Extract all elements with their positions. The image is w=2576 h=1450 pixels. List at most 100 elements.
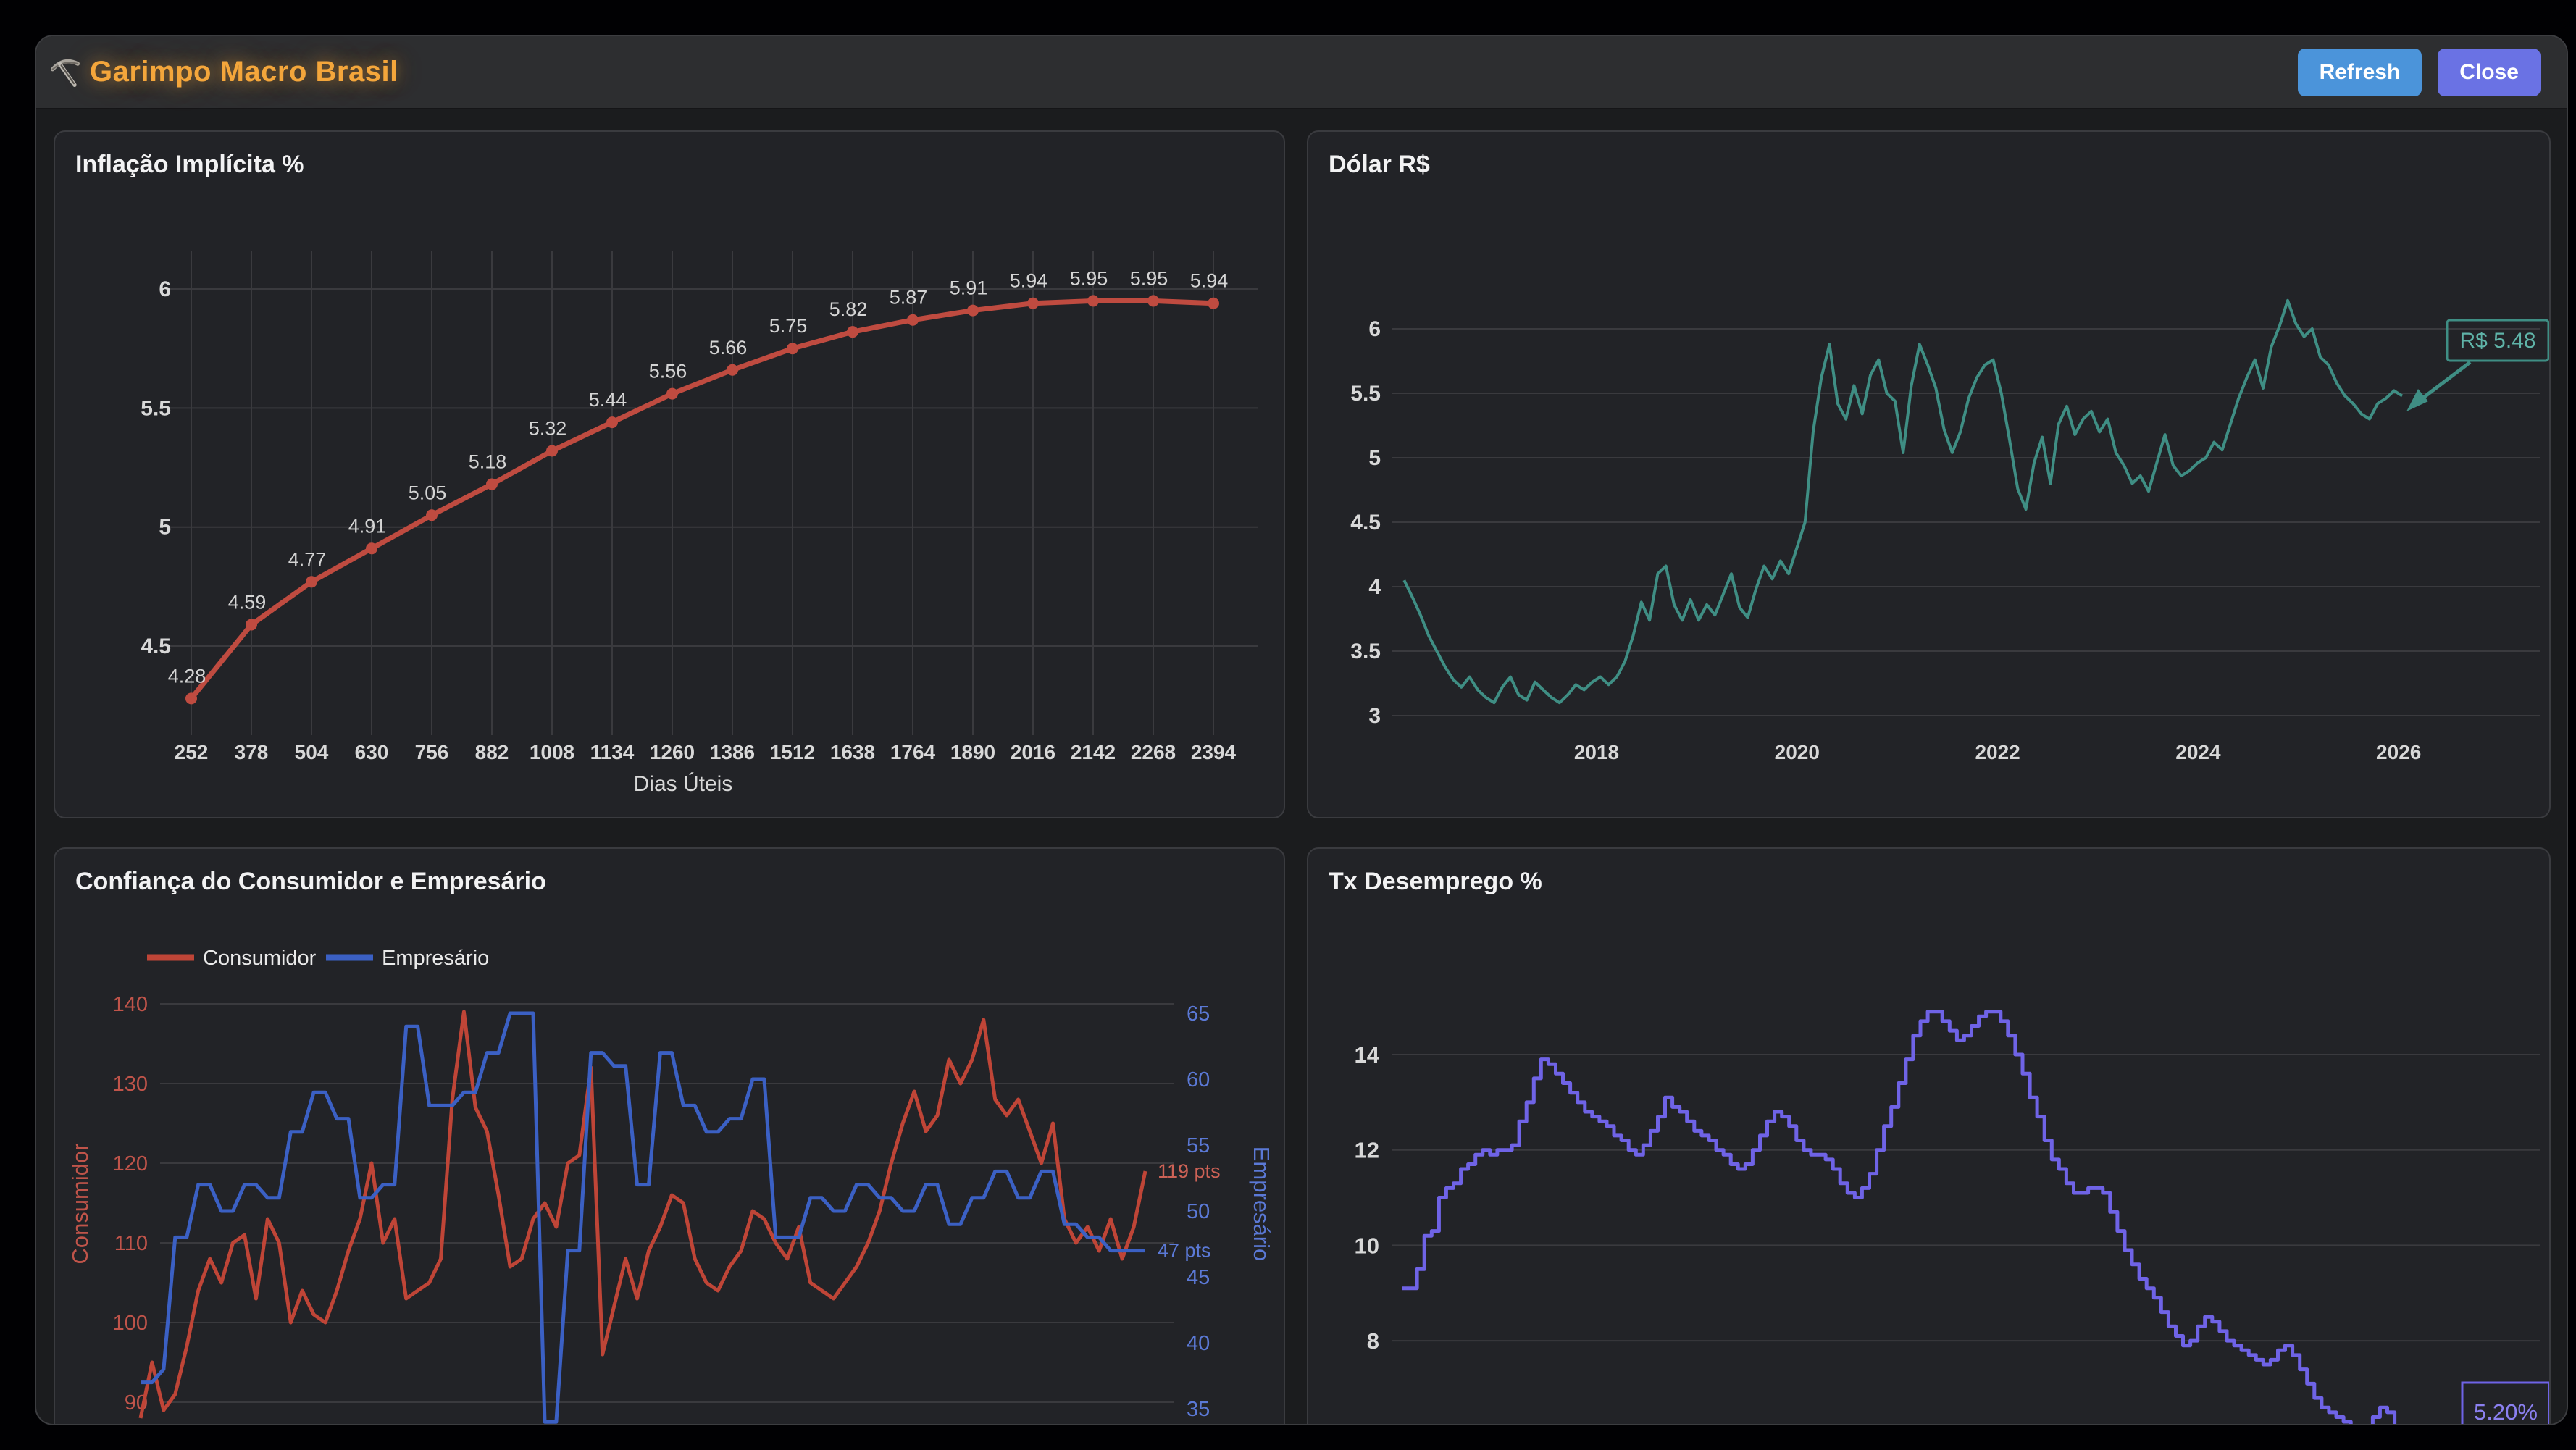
annotation-box <box>2446 319 2549 362</box>
pickaxe-icon <box>50 59 80 87</box>
data-point <box>847 326 858 338</box>
data-point-label: 5.66 <box>709 337 748 359</box>
data-point-label: 5.56 <box>649 361 687 382</box>
data-point <box>366 542 377 555</box>
x-tick-label: 2268 <box>1131 741 1176 763</box>
right-tick-label: 60 <box>1187 1068 1210 1091</box>
inflacao-line <box>189 298 1214 700</box>
right-tick-label: 45 <box>1187 1266 1210 1289</box>
app-title: Garimpo Macro Brasil <box>90 56 398 88</box>
data-point <box>907 314 919 326</box>
x-tick-label: 1638 <box>830 741 875 763</box>
left-tick-label: 100 <box>113 1312 148 1335</box>
x-tick-label: 1386 <box>710 741 755 763</box>
x-tick-label: 2026 <box>2376 741 2421 763</box>
y-tick-label: 5 <box>159 516 171 540</box>
data-point-label: 5.75 <box>769 315 808 337</box>
data-point <box>1087 295 1099 307</box>
desemprego-chart[interactable]: 14 12 10 8 6 5.20% <box>1308 849 2551 1425</box>
refresh-button[interactable]: Refresh <box>2297 48 2422 96</box>
y-tick-label: 5.5 <box>141 396 171 420</box>
legend-label-empresario: Empresário <box>382 947 489 970</box>
left-axis-title: Consumidor <box>67 1143 93 1264</box>
data-point-label: 5.87 <box>890 287 928 309</box>
right-tick-label: 55 <box>1187 1134 1210 1157</box>
data-point <box>606 416 618 429</box>
data-point <box>185 692 197 705</box>
data-point-label: 5.95 <box>1130 267 1168 289</box>
card-desemprego: Tx Desemprego % 14 12 10 8 6 5.20% <box>1307 847 2551 1425</box>
data-point-label: 5.94 <box>1190 270 1229 292</box>
empresario-line <box>141 1011 1145 1424</box>
data-point <box>246 619 257 631</box>
y-tick-label: 8 <box>1367 1328 1379 1354</box>
right-axis-title: Empresário <box>1249 1147 1274 1262</box>
dolar-chart[interactable]: 6 5.5 5 4.5 4 3.5 3 2018 2020 2022 2024 2026 R$ 5.48 <box>1308 132 2551 818</box>
y-tick-label: 3 <box>1368 704 1381 728</box>
y-tick-label: 6 <box>1367 1424 1379 1425</box>
consumidor-end-label: 119 pts <box>1158 1160 1221 1182</box>
y-tick-label: 5 <box>1368 446 1381 470</box>
x-tick-label: 882 <box>475 741 509 763</box>
x-tick-label: 252 <box>175 741 209 763</box>
x-tick-label: 1764 <box>890 741 936 763</box>
consumidor-line <box>138 1010 1147 1419</box>
y-tick-label: 4.5 <box>1350 511 1381 535</box>
data-point-label: 5.91 <box>950 277 988 299</box>
x-tick-label: 2018 <box>1574 741 1619 763</box>
x-tick-label: 2394 <box>1191 741 1237 763</box>
empresario-end-label: 47 pts <box>1158 1240 1211 1262</box>
annotation-box <box>2461 1381 2549 1424</box>
data-point <box>426 509 438 521</box>
x-tick-label: 504 <box>295 741 329 763</box>
x-tick-label: 1512 <box>770 741 815 763</box>
data-point <box>1027 297 1039 309</box>
x-axis-title: Dias Úteis <box>634 772 733 796</box>
data-point-label: 5.18 <box>469 451 507 473</box>
confianca-chart[interactable]: Consumidor Empresário14013012011010090656… <box>55 849 1285 1425</box>
modal-header: Garimpo Macro Brasil Refresh Close <box>36 36 2567 109</box>
y-tick-label: 6 <box>1368 317 1381 341</box>
close-button[interactable]: Close <box>2438 48 2541 96</box>
annotation-arrowhead <box>2406 389 2428 411</box>
chart-title-dolar: Dólar R$ <box>1329 151 1430 178</box>
y-tick-label: 3.5 <box>1350 640 1381 663</box>
x-tick-label: 1008 <box>530 741 574 763</box>
data-point <box>546 445 558 457</box>
data-point <box>967 304 979 317</box>
y-tick-label: 5.5 <box>1350 382 1381 406</box>
left-tick-label: 130 <box>113 1073 148 1096</box>
y-tick-label: 14 <box>1355 1042 1380 1068</box>
charts-grid: Inflação Implícita % 6 5.5 5 4.5 252 378 504 63… <box>36 109 2567 1425</box>
data-point <box>306 576 317 588</box>
x-tick-label: 378 <box>235 741 269 763</box>
data-point-label: 5.44 <box>589 389 627 411</box>
data-point-label: 4.77 <box>288 548 327 570</box>
annotation-arrow <box>2415 361 2472 404</box>
x-tick-label: 2020 <box>1775 741 1820 763</box>
dolar-annotation-label: R$ 5.48 <box>2459 329 2535 353</box>
data-point <box>787 343 798 355</box>
data-point <box>1208 297 1219 309</box>
data-point-label: 4.28 <box>168 665 206 687</box>
data-point-label: 5.32 <box>529 418 567 440</box>
chart-title-desemprego: Tx Desemprego % <box>1329 868 1542 895</box>
y-tick-label: 6 <box>159 277 171 301</box>
x-tick-label: 630 <box>355 741 389 763</box>
data-point-label: 4.59 <box>228 591 267 613</box>
garimpo-macro-modal: Garimpo Macro Brasil Refresh Close Infla… <box>35 35 2568 1425</box>
inflacao-implicita-chart[interactable]: 6 5.5 5 4.5 252 378 504 630 756 882 1008 1134 1260 13… <box>55 132 1285 818</box>
x-tick-label: 756 <box>415 741 449 763</box>
chart-title-confianca: Confiança do Consumidor e Empresário <box>75 868 546 895</box>
right-tick-label: 65 <box>1187 1002 1210 1026</box>
right-tick-label: 40 <box>1187 1332 1210 1355</box>
x-tick-label: 2142 <box>1071 741 1116 763</box>
card-confianca: Confiança do Consumidor e Empresário Con… <box>54 847 1285 1425</box>
legend-label-consumidor: Consumidor <box>203 947 317 970</box>
x-tick-label: 1134 <box>590 741 635 763</box>
dolar-line <box>1402 298 2404 705</box>
data-point-label: 5.05 <box>409 482 447 503</box>
y-tick-label: 10 <box>1355 1233 1379 1258</box>
desemprego-step-line <box>1402 1010 2397 1424</box>
right-tick-label: 35 <box>1187 1398 1210 1421</box>
